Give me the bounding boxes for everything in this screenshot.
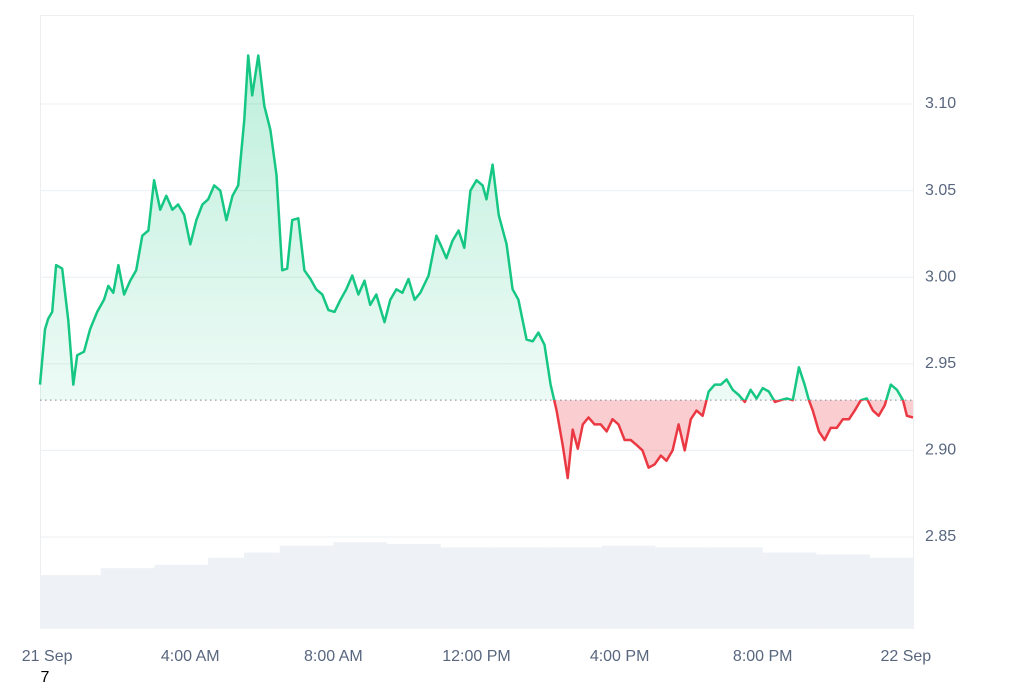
volume-bar	[40, 575, 101, 629]
volume-bar	[816, 554, 871, 629]
y-tick-label: 2.95	[925, 355, 956, 372]
x-tick-label: 22 Sep	[880, 648, 931, 665]
y-tick-label: 3.10	[925, 95, 956, 112]
volume-bar	[100, 568, 155, 629]
x-tick-label: 8:00 PM	[733, 648, 793, 665]
volume-bar	[333, 542, 388, 629]
volume-bar	[709, 547, 763, 629]
y-tick-label: 2.85	[925, 528, 956, 545]
volume-bar	[870, 557, 913, 629]
x-tick-label: 8:00 AM	[304, 648, 363, 665]
x-tick-label: 21 Sep	[22, 648, 73, 665]
volume-bar	[548, 547, 602, 629]
volume-bar	[154, 564, 209, 629]
x-tick-label: 4:00 PM	[590, 648, 650, 665]
y-tick-label: 2.90	[925, 442, 956, 459]
volume-bar	[208, 557, 244, 629]
volume-bar	[494, 547, 549, 629]
volume-bar	[243, 552, 280, 629]
x-tick-label: 4:00 AM	[161, 648, 220, 665]
volume-bar	[762, 552, 817, 629]
annotation: 7	[41, 669, 50, 683]
x-tick-label: 12:00 PM	[442, 648, 510, 665]
volume-bar	[387, 543, 441, 629]
y-tick-label: 3.05	[925, 182, 956, 199]
y-tick-label: 3.00	[925, 268, 956, 285]
volume-bar	[279, 545, 334, 629]
volume-bar	[601, 545, 656, 629]
area-up	[40, 55, 913, 401]
price-line	[38, 54, 905, 401]
volume-bar	[913, 561, 914, 629]
volume-bar	[440, 547, 495, 629]
volume-bar	[655, 547, 710, 629]
area-down	[554, 400, 913, 479]
